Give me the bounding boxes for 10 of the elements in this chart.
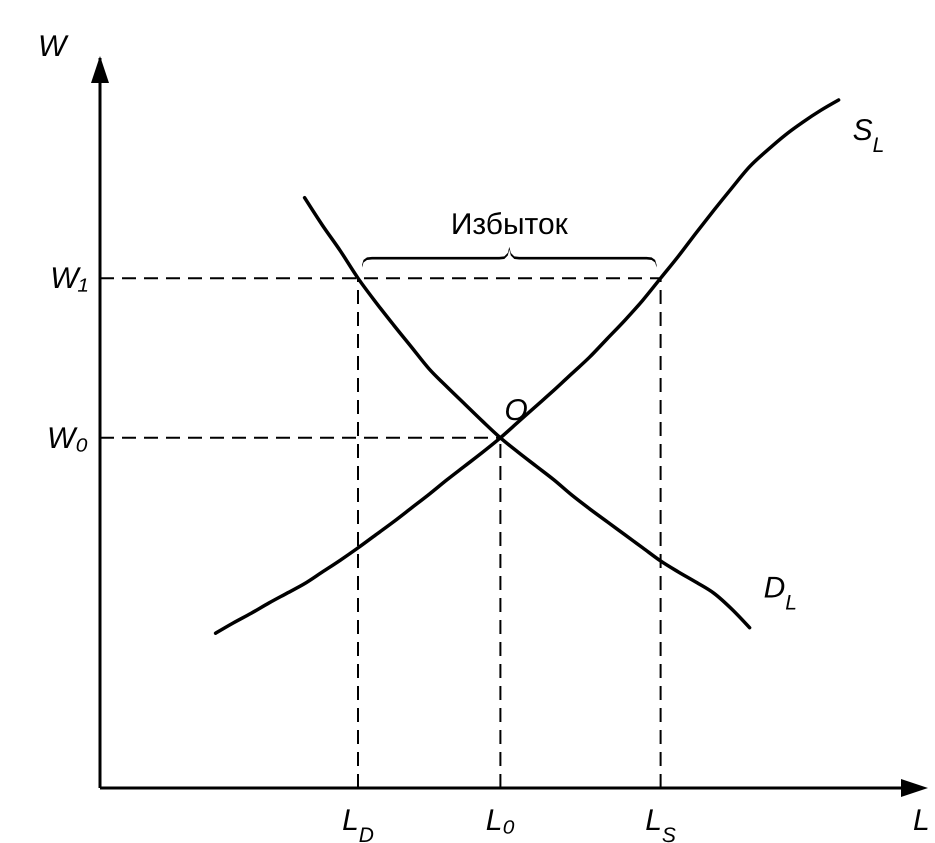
x-axis-title: L <box>913 804 930 837</box>
x-tick-label: L₀ <box>486 804 516 837</box>
ref-line-label: W₁ <box>50 262 88 296</box>
y-axis-title: W <box>38 30 69 63</box>
ref-line-label: W₀ <box>47 422 88 455</box>
x-tick-label: L$_{S}$ <box>645 804 676 843</box>
series-label: S$_{L}$ <box>852 114 884 156</box>
x-tick-label: L$_{D}$ <box>342 804 374 843</box>
series-label: D$_{L}$ <box>764 572 797 614</box>
annotation: Избыток <box>450 208 569 242</box>
